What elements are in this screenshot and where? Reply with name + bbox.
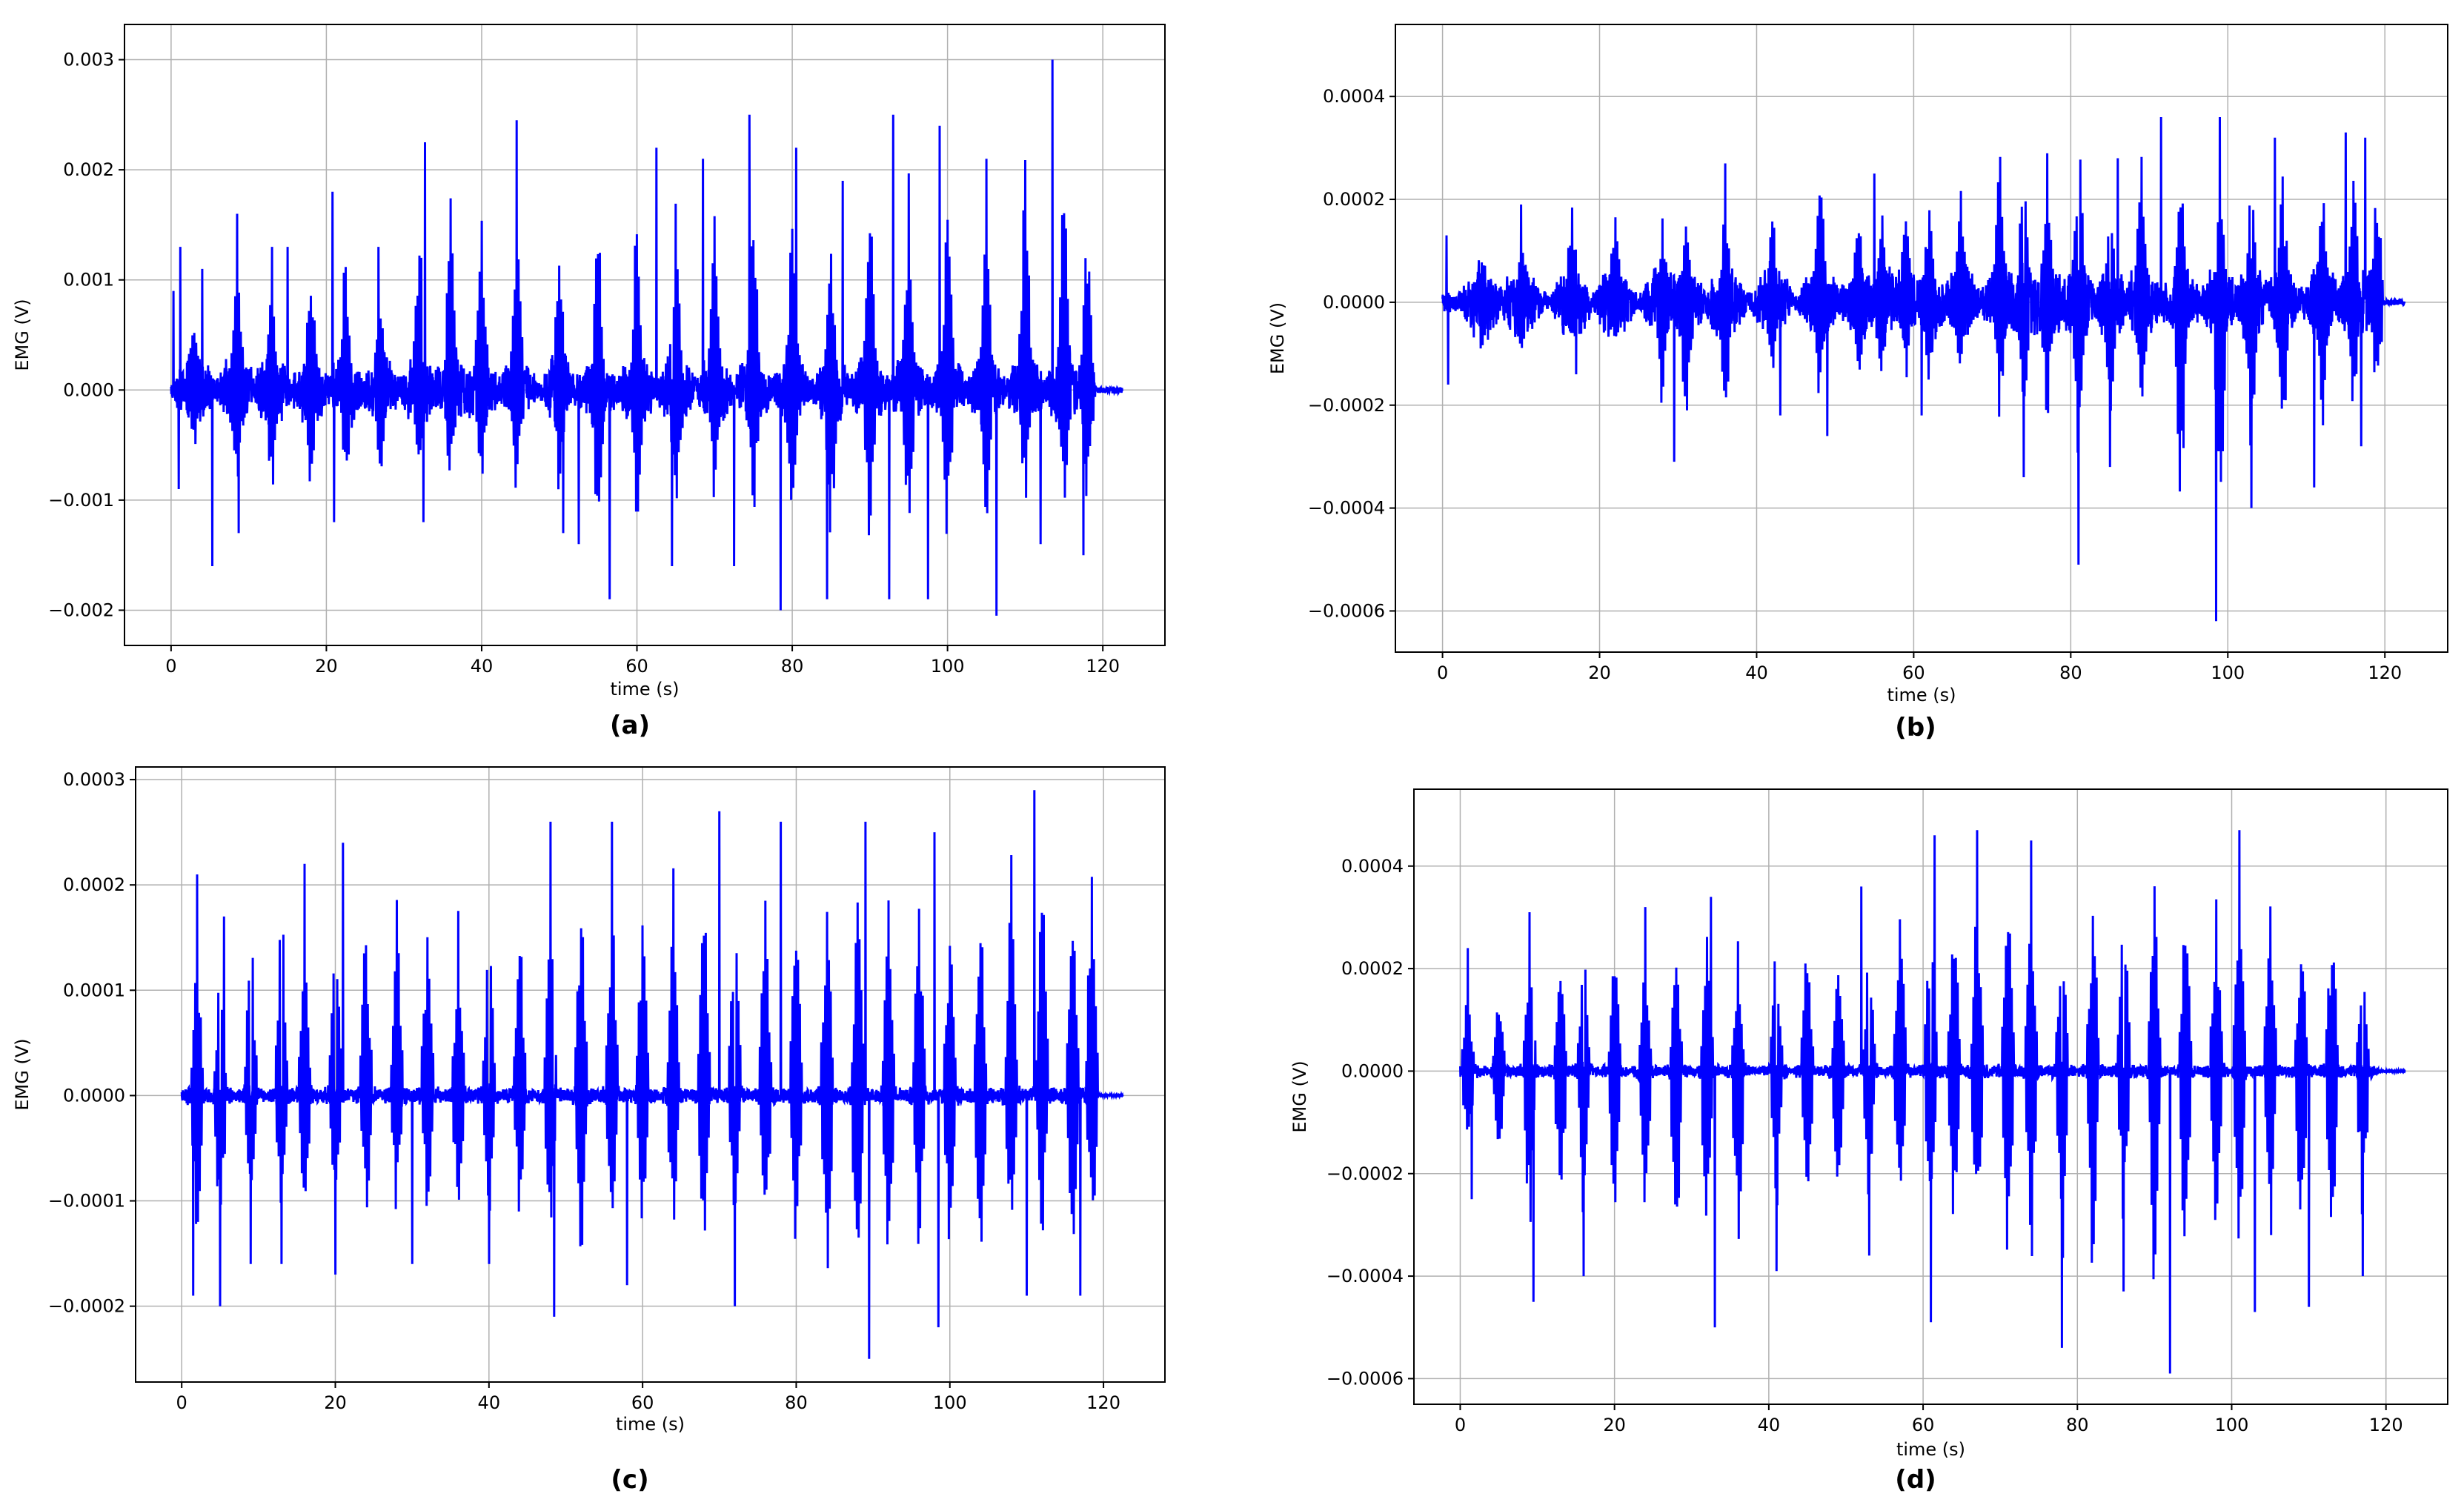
y-tick-label: −0.002 (48, 599, 114, 620)
y-tick-label: 0.001 (63, 270, 114, 290)
x-tick-label: 80 (785, 1392, 808, 1413)
x-tick-label: 120 (1086, 656, 1120, 677)
y-tick-label: −0.0002 (1308, 395, 1385, 416)
y-tick-label: −0.0006 (1326, 1368, 1404, 1389)
emg-series-line (1459, 830, 2406, 1374)
x-tick-label: 20 (324, 1392, 347, 1413)
x-tick-label: 80 (2059, 662, 2082, 683)
y-tick-label: 0.0004 (1323, 86, 1385, 107)
y-tick-label: −0.0004 (1326, 1266, 1404, 1286)
y-tick-label: 0.003 (63, 50, 114, 70)
x-tick-label: 40 (478, 1392, 501, 1413)
x-tick-label: 40 (471, 656, 494, 677)
y-tick-label: 0.002 (63, 159, 114, 180)
panel-d: 0 20 40 60 80 100 120 −0.0006 −0.0004 −0.0002 0.00… (1289, 788, 2448, 1460)
y-tick-label: −0.0004 (1308, 498, 1385, 519)
panel-c: 0 20 40 60 80 100 120 −0.0002 −0.0001 0.0000 0.000… (12, 766, 1166, 1435)
x-tick-label: 60 (631, 1392, 654, 1413)
y-tick-label: 0.0002 (1323, 189, 1385, 210)
x-tick-label: 0 (176, 1392, 187, 1413)
x-tick-label: 100 (2215, 1415, 2249, 1435)
x-tick-label: 100 (2211, 662, 2245, 683)
panel-label-b: (b) (1895, 713, 1936, 743)
y-tick-label: 0.0003 (63, 769, 125, 790)
axes-frame (135, 766, 1166, 1383)
y-tick-label: 0.0000 (1323, 292, 1385, 313)
x-tick-label: 100 (931, 656, 965, 677)
panel-label-d: (d) (1895, 1465, 1936, 1495)
panel-label-c: (c) (611, 1465, 648, 1495)
y-tick-label: 0.0001 (63, 980, 125, 1000)
y-tick-label: 0.0000 (63, 1085, 125, 1106)
x-tick-label: 80 (2066, 1415, 2089, 1435)
y-tick-label: 0.0000 (1341, 1060, 1404, 1081)
panel-b: 0 20 40 60 80 100 120 −0.0006 −0.0004 −0.0002 0.00… (1267, 24, 2448, 705)
x-tick-label: 40 (1745, 662, 1768, 683)
x-tick-label: 0 (1437, 662, 1448, 683)
emg-series-line (180, 790, 1124, 1359)
y-axis-label: EMG (V) (12, 1038, 33, 1110)
x-tick-label: 120 (1086, 1392, 1120, 1413)
axes-frame (1395, 24, 2448, 653)
axes-frame (1413, 788, 2448, 1405)
x-tick-label: 40 (1758, 1415, 1781, 1435)
y-tick-label: −0.0002 (1326, 1163, 1404, 1184)
x-axis-label: time (s) (616, 1414, 685, 1435)
axes-frame (124, 24, 1166, 646)
x-axis-label: time (s) (1887, 685, 1956, 705)
emg-series-line (1441, 116, 2406, 622)
x-tick-label: 120 (2369, 1415, 2403, 1435)
x-tick-label: 0 (1455, 1415, 1466, 1435)
y-tick-label: 0.0002 (63, 874, 125, 895)
x-axis-label: time (s) (610, 679, 679, 700)
y-tick-label: −0.0002 (48, 1296, 125, 1317)
panel-label-a: (a) (610, 711, 650, 740)
y-axis-label: EMG (V) (1267, 302, 1288, 374)
y-tick-label: 0.0004 (1341, 856, 1404, 877)
x-tick-label: 20 (1588, 662, 1611, 683)
emg-series-line (170, 59, 1123, 616)
x-tick-label: 120 (2368, 662, 2402, 683)
y-axis-label: EMG (V) (1289, 1060, 1310, 1132)
y-axis-label: EMG (V) (12, 299, 33, 371)
y-tick-label: −0.001 (48, 490, 114, 511)
x-tick-label: 60 (1902, 662, 1925, 683)
y-tick-label: 0.0002 (1341, 958, 1404, 979)
panel-a: 0 20 40 60 80 100 120 −0.002 −0.001 0.000 0.001 0.0… (12, 24, 1166, 700)
x-tick-label: 80 (781, 656, 804, 677)
x-tick-label: 100 (933, 1392, 967, 1413)
x-tick-label: 20 (1603, 1415, 1626, 1435)
y-tick-label: −0.0006 (1308, 600, 1385, 621)
x-tick-label: 20 (315, 656, 338, 677)
y-tick-label: −0.0001 (48, 1191, 125, 1212)
x-axis-label: time (s) (1896, 1439, 1965, 1460)
x-tick-label: 0 (165, 656, 176, 677)
x-tick-label: 60 (625, 656, 648, 677)
y-tick-label: 0.000 (63, 379, 114, 400)
x-tick-label: 60 (1912, 1415, 1935, 1435)
